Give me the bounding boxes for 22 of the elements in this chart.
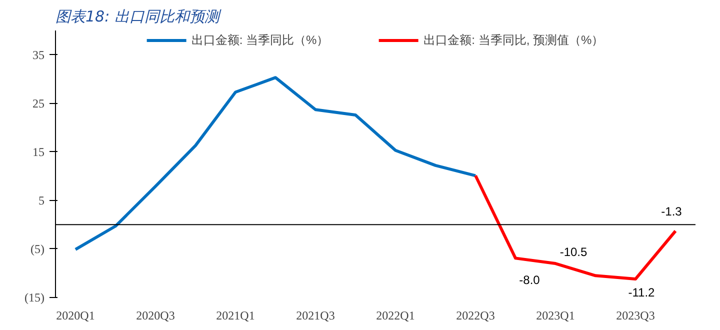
y-tick-label: (15) [24, 290, 45, 304]
x-tick-label: 2023Q3 [616, 308, 655, 322]
data-label: -10.5 [560, 245, 588, 260]
chart-title: 图表18: 出口同比和预测 [56, 8, 222, 26]
x-tick-label: 2022Q3 [456, 308, 495, 322]
x-tick-label: 2021Q3 [296, 308, 335, 322]
x-tick-label: 2021Q1 [216, 308, 255, 322]
x-tick-label: 2020Q1 [56, 308, 95, 322]
legend-label: 出口金额: 当季同比（%） [191, 32, 329, 48]
x-tick-label: 2022Q1 [376, 308, 415, 322]
y-tick-label: 15 [32, 144, 44, 159]
y-tick-label: 35 [32, 48, 44, 62]
x-tick-label: 2020Q3 [136, 308, 175, 322]
legend-label: 出口金额: 当季同比, 预测值（%） [424, 32, 604, 48]
y-tick-label: 25 [32, 96, 44, 110]
data-label: -8.0 [519, 273, 540, 288]
y-tick-label: 5 [38, 193, 44, 208]
y-tick-label: (5) [30, 242, 45, 256]
line-series [74, 76, 477, 251]
data-label: -1.3 [661, 204, 682, 218]
x-tick-label: 2023Q1 [536, 308, 575, 322]
data-label: -11.2 [628, 286, 656, 300]
